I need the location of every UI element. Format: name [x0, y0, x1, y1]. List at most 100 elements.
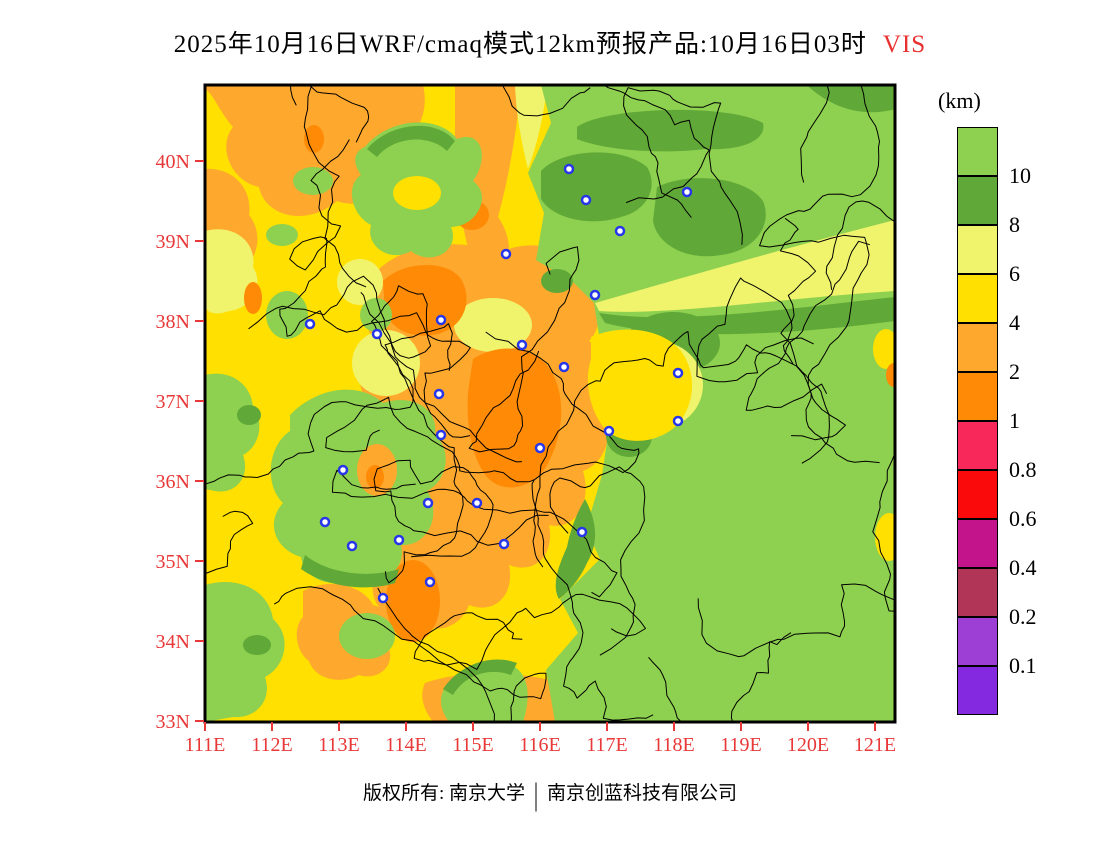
colorbar-box: [957, 127, 998, 176]
colorbar-box: [957, 470, 998, 519]
region-dark-orange: [886, 363, 895, 387]
region-pale-band: [595, 220, 895, 312]
map-border: [203, 83, 897, 724]
lon-tick-label: 117E: [586, 734, 627, 756]
station-marker: [516, 339, 528, 351]
station-marker: [319, 516, 331, 528]
region-green: [205, 582, 285, 722]
region-pale: [515, 85, 547, 169]
lat-tick-label: 38N: [156, 311, 190, 333]
region-dark-green: [243, 635, 271, 655]
boundary-line: [377, 587, 495, 722]
station-marker: [681, 186, 693, 198]
region-dark-green: [367, 125, 455, 157]
boundary-line: [303, 85, 367, 288]
region-dark-green: [301, 555, 399, 588]
lat-tick-label: 40N: [156, 151, 190, 173]
boundary-line: [205, 510, 254, 575]
station-marker: [393, 534, 405, 546]
colorbar-box: [957, 617, 998, 666]
region-yellow-wedge: [587, 329, 693, 441]
forecast-map: 111E 112E 113E 114E 115E 116E 117E 118E 119E 120E…: [156, 83, 897, 756]
lon-tick-label: 121E: [854, 734, 896, 756]
lon-tick-label: 111E: [185, 734, 226, 756]
boundary-line: [468, 246, 580, 453]
region-pale: [337, 259, 383, 305]
boundary-line: [825, 200, 895, 290]
station-marker: [672, 415, 684, 427]
station-marker: [498, 538, 510, 550]
station-marker: [614, 225, 626, 237]
colorbar-unit: (km): [938, 88, 981, 113]
boundary-line: [325, 331, 640, 483]
region-pale: [205, 229, 258, 314]
lat-tick-label: 33N: [156, 711, 190, 733]
station-marker: [435, 429, 447, 441]
colorbar-level-label: 6: [1009, 261, 1020, 286]
copyright: 版权所有: 南京大学 | 南京创蓝科技有限公司: [0, 777, 1100, 812]
boundary-line: [501, 85, 591, 117]
station-marker: [471, 497, 483, 509]
region-yellow-spot: [875, 513, 895, 561]
station-marker: [603, 425, 615, 437]
boundary-line: [549, 466, 646, 656]
lon-tick-label: 114E: [385, 734, 426, 756]
region-dark-green: [443, 659, 517, 695]
colorbar-level-label: 0.4: [1009, 555, 1037, 580]
colorbar-box: [957, 274, 998, 323]
boundary-line: [800, 85, 830, 183]
station-marker: [371, 328, 383, 340]
colorbar: 10 8 6 4 2 1 0.8 0.6 0.4 0.2 0.1: [957, 127, 1037, 715]
region-yellow-hole: [393, 176, 441, 210]
station-marker: [304, 318, 316, 330]
region-dark-green: [237, 405, 261, 425]
boundary-line: [289, 85, 297, 106]
lon-tick-label: 119E: [720, 734, 761, 756]
lat-tick-label: 36N: [156, 471, 190, 493]
region-yellow-spot: [873, 329, 895, 369]
colorbar-level-label: 10: [1009, 163, 1031, 188]
title-variable: VIS: [882, 31, 927, 58]
copyright-right: 南京创蓝科技有限公司: [547, 783, 738, 804]
station-marker: [576, 526, 588, 538]
region-dark-orange: [383, 264, 467, 336]
station-markers: [304, 163, 693, 604]
region-pale: [352, 330, 420, 396]
boundary-line: [360, 285, 464, 584]
colorbar-level-label: 2: [1009, 359, 1020, 384]
station-marker: [422, 497, 434, 509]
colorbar-level-label: 0.8: [1009, 457, 1037, 482]
region-green: [266, 224, 298, 246]
station-marker: [424, 576, 436, 588]
boundary-line: [697, 451, 895, 658]
region-dark-green: [541, 269, 573, 293]
lat-tick-label: 39N: [156, 231, 190, 253]
colorbar-box: [957, 225, 998, 274]
station-marker: [435, 314, 447, 326]
copyright-separator: |: [534, 777, 539, 813]
colorbar-level-label: 0.6: [1009, 506, 1037, 531]
region-green-east: [528, 85, 895, 722]
station-marker: [500, 248, 512, 260]
boundary-line: [779, 217, 830, 464]
colorbar-box: [957, 666, 998, 715]
station-marker: [589, 289, 601, 301]
colorbar-box: [957, 519, 998, 568]
lat-tick-label: 35N: [156, 551, 190, 573]
station-marker: [346, 540, 358, 552]
region-dark-orange: [244, 282, 262, 314]
page-title: 2025年10月16日WRF/cmaq模式12km预报产品:10月16日03时 V…: [0, 24, 1100, 60]
region-pale: [454, 298, 532, 352]
colorbar-level-label: 0.1: [1009, 653, 1037, 678]
longitude-axis: 111E 112E 113E 114E 115E 116E 117E 118E 119E 120E…: [185, 722, 896, 756]
boundary-line: [532, 331, 880, 568]
station-marker: [433, 388, 445, 400]
station-marker: [534, 442, 546, 454]
boundary-line: [413, 593, 646, 670]
boundary-line: [248, 275, 522, 463]
lon-tick-label: 118E: [653, 734, 694, 756]
region-orange: [455, 85, 521, 288]
colorbar-box: [957, 421, 998, 470]
boundary-line: [531, 479, 654, 721]
admin-boundaries: [205, 85, 895, 722]
